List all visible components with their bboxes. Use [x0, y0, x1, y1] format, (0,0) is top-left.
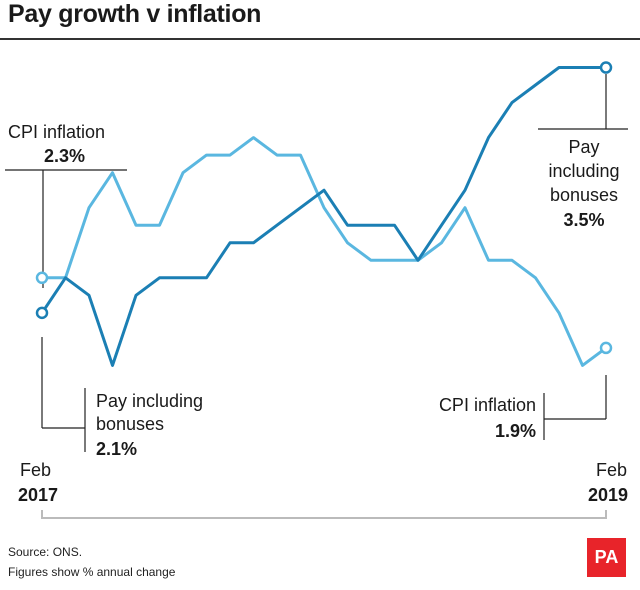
series-line-cpi-inflation: [42, 136, 607, 367]
series-line-pay-including-bonuses: [40, 66, 606, 367]
chart-title: Pay growth v inflation: [8, 0, 262, 28]
x-end-year: 2019: [588, 485, 628, 505]
pa-logo: PA: [587, 538, 626, 577]
pay-end-label-3: bonuses: [550, 185, 618, 205]
cpi-end-value: 1.9%: [495, 421, 536, 441]
title-rule: [0, 38, 640, 40]
x-start-month: Feb: [20, 460, 51, 480]
x-start-year: 2017: [18, 485, 58, 505]
pay-start-label-2: bonuses: [96, 414, 164, 434]
point-pay-including-bonuses-end: [599, 61, 613, 74]
point-cpi-inflation-end: [599, 341, 613, 355]
cpi-start-label: CPI inflation: [8, 122, 105, 142]
point-pay-including-bonuses-start: [35, 306, 49, 320]
figures-note: Figures show % annual change: [8, 565, 176, 579]
pay-start-value: 2.1%: [96, 439, 137, 459]
x-end-month: Feb: [596, 460, 627, 480]
pay-end-value: 3.5%: [563, 210, 604, 230]
pay-end-label-2: including: [548, 161, 619, 181]
x-axis-bracket: [41, 510, 607, 519]
point-cpi-inflation-start: [35, 271, 49, 285]
source-note: Source: ONS.: [8, 545, 82, 559]
cpi-end-label: CPI inflation: [439, 395, 536, 415]
pay-start-label-1: Pay including: [96, 391, 203, 411]
cpi-start-value: 2.3%: [44, 146, 85, 166]
pay-end-label-1: Pay: [568, 137, 599, 157]
